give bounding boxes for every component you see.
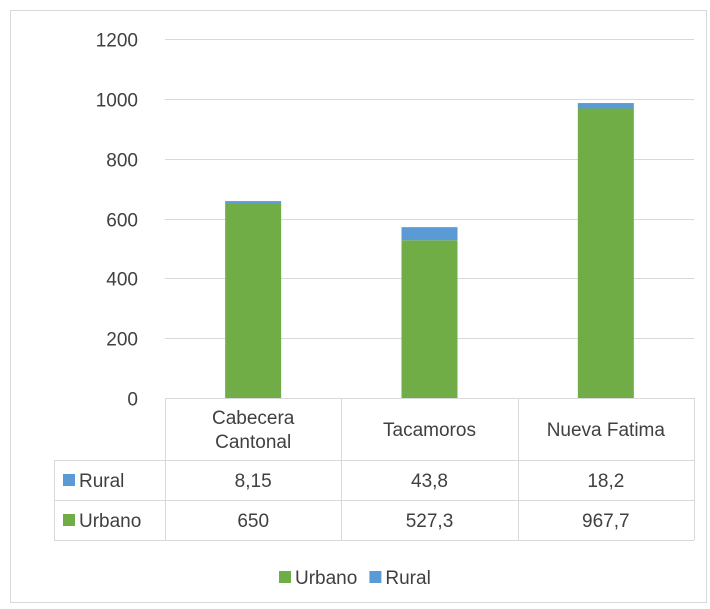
table-cell-value: 650 [237, 511, 269, 532]
bar-rural [225, 201, 282, 204]
x-tick-label: Cabecera [212, 408, 295, 429]
x-tick-label: Nueva Fatima [547, 420, 666, 441]
x-tick-label: Tacamoros [383, 420, 476, 441]
bar-rural [577, 103, 634, 109]
bar-urbano [577, 108, 634, 399]
y-axis: 0 200 400 600 800 1000 1200 [96, 31, 138, 411]
y-tick-label: 0 [127, 390, 138, 411]
table-row-label: Rural [79, 471, 124, 492]
y-tick-label: 1200 [96, 31, 138, 52]
bar-urbano [401, 240, 458, 398]
table-cell-value: 18,2 [587, 471, 624, 492]
y-tick-label: 600 [106, 211, 138, 232]
table-cell-value: 8,15 [235, 471, 272, 492]
y-tick-label: 400 [106, 270, 138, 291]
x-tick-label: Cantonal [215, 432, 291, 453]
table-cell-value: 43,8 [411, 471, 448, 492]
bar-urbano [225, 203, 282, 398]
y-tick-label: 800 [106, 151, 138, 172]
table-legend-key-rural [63, 474, 75, 486]
table-legend-key-urbano [63, 514, 75, 526]
bar-rural [401, 227, 458, 241]
legend-key-rural [369, 571, 382, 583]
table-cell-value: 967,7 [582, 511, 630, 532]
data-table: Cabecera Cantonal Tacamoros Nueva Fatima Rur… [54, 398, 695, 541]
legend-label-rural: Rural [385, 568, 430, 589]
y-tick-label: 1000 [96, 91, 138, 112]
legend: Urbano Rural [279, 568, 431, 589]
table-cell-value: 527,3 [406, 511, 454, 532]
legend-key-urbano [279, 571, 291, 583]
bars [225, 103, 634, 399]
legend-label-urbano: Urbano [295, 568, 357, 589]
y-tick-label: 200 [106, 330, 138, 351]
table-row-label: Urbano [79, 511, 141, 532]
